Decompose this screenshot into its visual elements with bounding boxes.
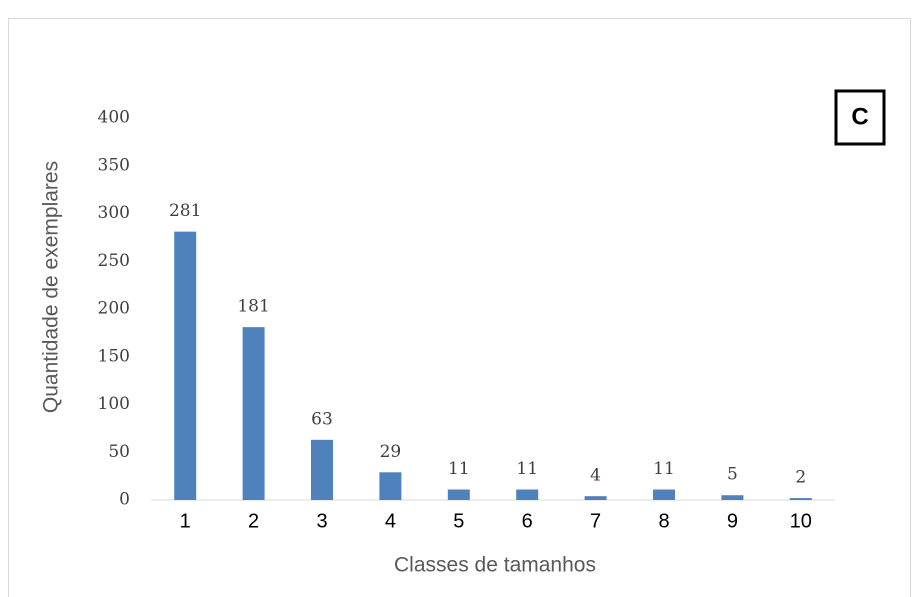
data-label: 5 — [727, 465, 738, 485]
panel-label: C — [851, 103, 868, 130]
data-label: 181 — [237, 297, 269, 317]
y-tick-label: 200 — [98, 299, 130, 319]
y-tick-label: 150 — [98, 346, 130, 366]
data-label: 2 — [795, 468, 806, 488]
bar — [789, 498, 812, 500]
x-tick-label: 7 — [590, 510, 601, 532]
data-label: 63 — [311, 409, 333, 429]
data-label: 281 — [169, 201, 201, 221]
data-label: 11 — [653, 459, 675, 479]
y-tick-label: 250 — [98, 251, 130, 271]
x-tick-label: 8 — [658, 510, 669, 532]
x-tick-label: 6 — [522, 510, 533, 532]
y-tick-label: 300 — [98, 203, 130, 223]
x-tick-label: 2 — [248, 510, 259, 532]
bar — [447, 489, 470, 500]
bar — [721, 495, 744, 500]
x-tick-label: 1 — [180, 510, 191, 532]
y-tick-label: 100 — [98, 394, 130, 414]
data-label: 11 — [448, 459, 470, 479]
chart-frame — [8, 18, 911, 597]
y-tick-label: 0 — [119, 490, 130, 510]
bar — [311, 439, 333, 500]
x-tick-label: 10 — [790, 510, 812, 532]
panel-box — [834, 89, 886, 146]
data-label: 11 — [516, 459, 538, 479]
x-axis-title: Classes de tamanhos — [394, 554, 596, 577]
x-tick-label: 5 — [453, 510, 464, 532]
bar — [653, 489, 675, 500]
bar — [242, 327, 265, 500]
y-axis-title: Quantidade de exemplares — [40, 161, 63, 413]
y-tick-label: 50 — [108, 442, 130, 462]
data-label: 4 — [590, 466, 601, 486]
bar — [584, 496, 607, 500]
bar — [174, 231, 197, 500]
y-tick-label: 400 — [98, 108, 130, 128]
y-tick-label: 350 — [98, 155, 130, 175]
data-label: 29 — [380, 442, 402, 462]
bar — [379, 472, 402, 500]
x-tick-label: 4 — [385, 510, 396, 532]
bar — [516, 489, 539, 500]
x-tick-label: 3 — [316, 510, 327, 532]
x-tick-label: 9 — [727, 510, 738, 532]
